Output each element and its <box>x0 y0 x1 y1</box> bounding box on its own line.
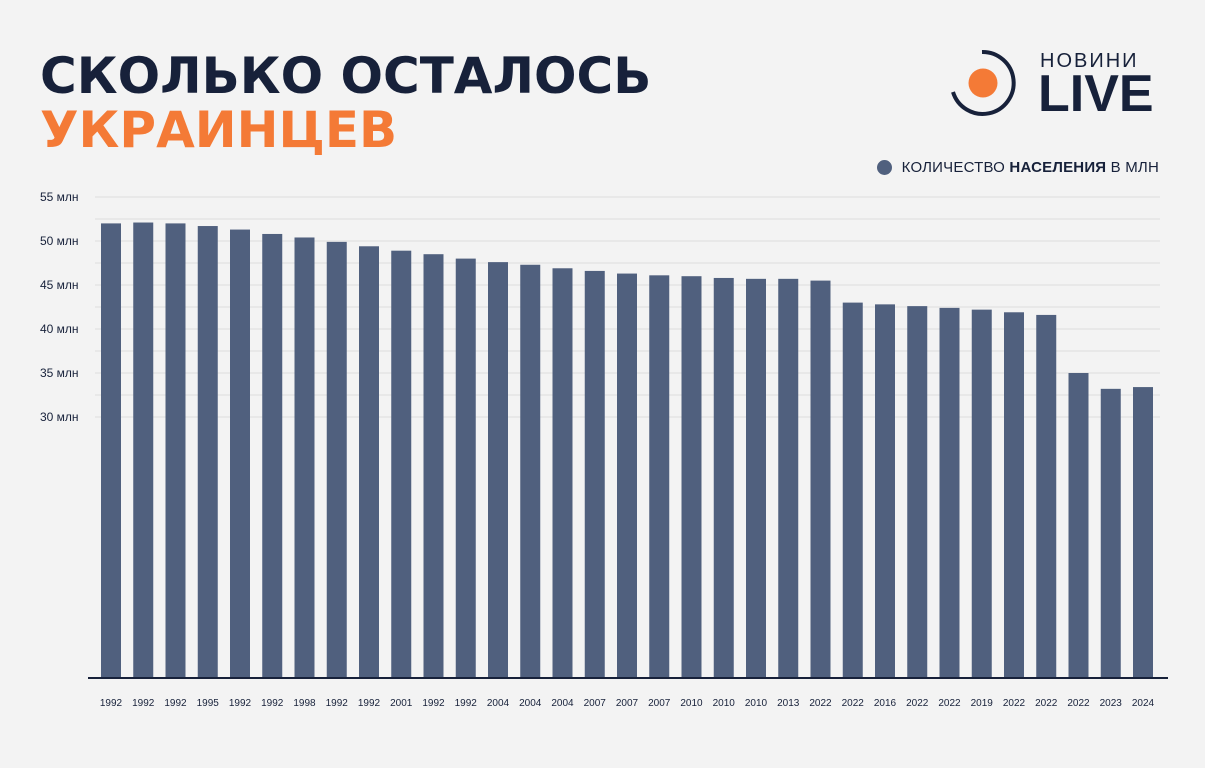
bar <box>907 306 928 678</box>
bar <box>197 226 218 679</box>
x-tick-label: 2001 <box>390 698 413 709</box>
x-tick-label: 1992 <box>100 698 123 709</box>
title-line-2: УКРАИНЦЕВ <box>40 101 398 159</box>
bar <box>391 250 412 678</box>
x-tick-label: 1992 <box>326 698 349 709</box>
logo-text-main: LIVE <box>1038 65 1154 123</box>
x-tick-label: 1992 <box>422 698 445 709</box>
x-tick-label: 2013 <box>777 698 800 709</box>
title-line-1: СКОЛЬКО ОСТАЛОСЬ <box>40 47 652 105</box>
bar <box>230 229 250 678</box>
bar <box>1036 314 1057 678</box>
y-tick-label: 40 млн <box>40 322 79 336</box>
x-tick-label: 2022 <box>1067 698 1090 709</box>
x-tick-label: 2022 <box>906 698 929 709</box>
bar <box>1004 312 1024 678</box>
y-tick-label: 30 млн <box>40 410 79 424</box>
bar <box>810 280 831 678</box>
bar <box>584 270 605 678</box>
bar <box>101 223 121 678</box>
x-tick-label: 2004 <box>519 698 542 709</box>
bar <box>1100 388 1121 678</box>
chart-legend: КОЛИЧЕСТВО НАСЕЛЕНИЯ В МЛН <box>876 159 1159 176</box>
x-tick-label: 2007 <box>584 698 607 709</box>
y-tick-label: 50 млн <box>40 234 79 248</box>
bar <box>423 254 444 678</box>
x-tick-label: 2022 <box>1035 698 1058 709</box>
logo-text-top: НОВИНИ <box>1040 50 1139 72</box>
x-tick-label: 1998 <box>293 698 316 709</box>
x-tick-label: 2007 <box>648 698 671 709</box>
x-tick-label: 1992 <box>261 698 284 709</box>
x-tick-label: 2010 <box>713 698 736 709</box>
bar <box>294 237 315 679</box>
x-tick-label: 2023 <box>1100 698 1123 709</box>
x-tick-label: 1992 <box>132 698 155 709</box>
bar <box>488 262 508 678</box>
x-tick-label: 2022 <box>842 698 865 709</box>
x-tick-label: 1995 <box>197 698 220 709</box>
x-tick-label: 2007 <box>616 698 639 709</box>
x-tick-label: 2016 <box>874 698 897 709</box>
bar <box>520 264 541 678</box>
bar <box>262 233 283 678</box>
y-tick-label: 35 млн <box>40 366 79 380</box>
x-tick-label: 1992 <box>229 698 252 709</box>
bar <box>971 309 992 678</box>
x-tick-label: 2022 <box>938 698 961 709</box>
legend-marker <box>876 160 892 175</box>
bar <box>1068 373 1089 678</box>
legend-label: КОЛИЧЕСТВО НАСЕЛЕНИЯ В МЛН <box>901 159 1159 176</box>
x-tick-label: 1992 <box>164 698 187 709</box>
y-tick-label: 45 млн <box>40 278 79 292</box>
x-tick-label: 2010 <box>680 698 703 709</box>
logo-circle-icon <box>951 49 1016 116</box>
x-tick-label: 2004 <box>487 698 510 709</box>
x-tick-label: 2022 <box>1003 698 1026 709</box>
bar <box>326 241 347 678</box>
bar <box>455 258 476 678</box>
x-tick-label: 2019 <box>971 698 994 709</box>
bar <box>713 277 734 678</box>
bar <box>778 278 799 678</box>
bar <box>649 275 670 678</box>
chart-title: СКОЛЬКО ОСТАЛОСЬ УКРАИНЦЕВ <box>40 50 651 156</box>
bar <box>842 302 863 678</box>
bar <box>165 223 186 678</box>
bar <box>939 307 960 678</box>
x-tick-label: 2004 <box>551 698 574 709</box>
bar <box>617 273 637 678</box>
bar <box>552 268 573 678</box>
bar <box>875 304 895 678</box>
bar <box>1133 387 1153 678</box>
x-tick-label: 2010 <box>745 698 768 709</box>
bar <box>681 276 702 678</box>
x-tick-label: 2022 <box>809 698 832 709</box>
novyny-live-logo: НОВИНИ LIVE <box>948 48 1168 123</box>
x-tick-label: 1992 <box>455 698 478 709</box>
x-tick-label: 2024 <box>1132 698 1155 709</box>
bar <box>359 246 379 678</box>
x-tick-label: 1992 <box>358 698 381 709</box>
y-tick-label: 55 млн <box>40 190 79 204</box>
bar <box>133 222 154 678</box>
bar <box>746 278 766 678</box>
